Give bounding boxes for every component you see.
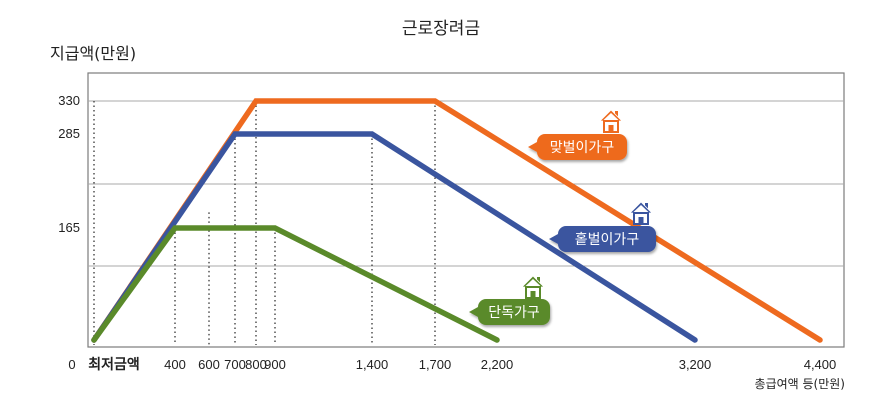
x-tick-label: 400 [164,357,186,372]
plot-area [87,72,845,348]
x-tick-label: 1,700 [419,357,452,372]
house-door [608,125,614,132]
house-icon [629,201,653,225]
x-tick-label: 700 [224,357,246,372]
house-chimney [615,111,618,118]
house-door [638,217,644,224]
x-tick-label: 1,400 [356,357,389,372]
x-axis-label: 총급여액 등(만원) [755,377,845,391]
x-tick-label: 600 [198,357,220,372]
y-tick-label: 285 [58,126,80,141]
legend-box [537,134,627,160]
legend-item: 단독가구 [469,299,550,325]
legend-label: 단독가구 [488,305,540,321]
x-tick-label: 2,200 [481,357,514,372]
x-tick-label: 4,400 [804,357,837,372]
legend-pointer [469,307,478,317]
house-chimney [537,277,540,284]
y-axis-label: 지급액(만원) [50,44,136,63]
legend-box [478,299,550,325]
legend-item: 홑벌이가구 [549,226,656,252]
legend-label: 홑벌이가구 [575,232,640,248]
x-tick-label: 900 [264,357,286,372]
legend-box [558,226,656,252]
x-tick-label: 0 [68,357,75,372]
y-tick-label: 330 [58,93,80,108]
y-tick-label: 165 [58,220,80,235]
series-line [91,225,500,343]
house-icon [599,109,623,133]
x-tick-label: 800 [245,357,267,372]
x-tick-label: 3,200 [679,357,712,372]
chart-title: 근로장려금 [402,19,480,39]
legend-item: 맞벌이가구 [528,134,627,160]
house-door [530,291,536,298]
house-icon [521,275,545,299]
legend-pointer [528,142,537,152]
legend-pointer [549,234,558,244]
x-tick-label: 최저금액 [88,356,140,373]
legend-label: 맞벌이가구 [550,140,615,156]
series-line [91,131,698,343]
house-chimney [645,203,648,210]
